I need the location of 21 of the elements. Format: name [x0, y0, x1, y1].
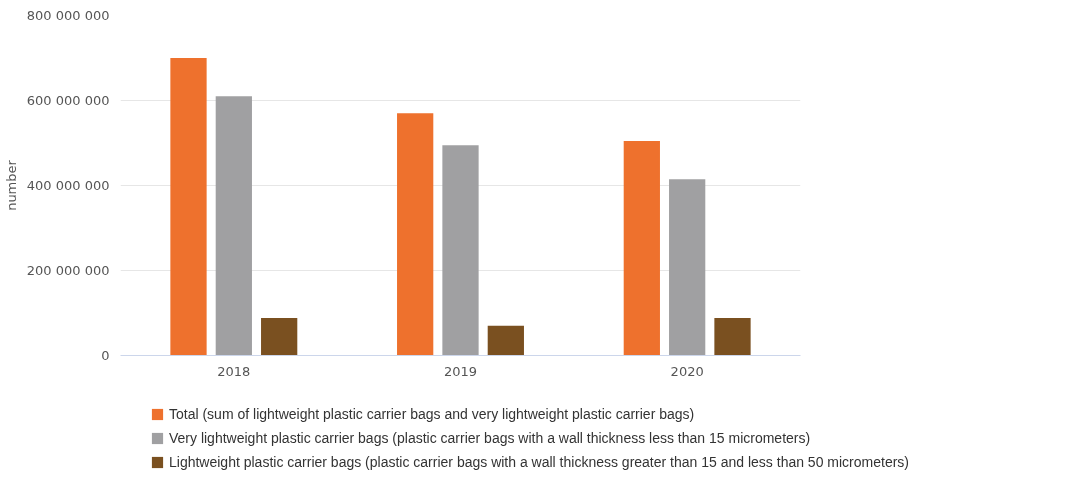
- bar: [623, 140, 660, 356]
- legend-label: Total (sum of lightweight plastic carrier bags and very lightweight plastic carrier bags): [169, 406, 695, 422]
- legend-label: Lightweight plastic carrier bags (plastic carrier bags with a wall thickness greater than 15 and less than 50 micrometers): [169, 454, 910, 470]
- bar: [261, 318, 298, 356]
- bar: [487, 325, 524, 356]
- y-tick-label: 0: [101, 348, 110, 363]
- y-tick-label: 600 000 000: [26, 93, 110, 108]
- x-tick-label: 2020: [670, 363, 704, 379]
- bar: [669, 179, 706, 356]
- legend-label: Very lightweight plastic carrier bags (plastic carrier bags with a wall thickness less than 15 micrometers): [169, 430, 811, 446]
- y-tick-label: 200 000 000: [26, 263, 110, 278]
- x-tick-label: 2018: [217, 363, 251, 379]
- x-tick-label: 2019: [443, 363, 478, 379]
- bar: [215, 96, 252, 356]
- y-tick-label: 400 000 000: [26, 178, 110, 193]
- y-axis-title: number: [3, 159, 19, 211]
- bar: [442, 145, 479, 356]
- bar: [170, 58, 207, 356]
- y-tick-label: 800 000 000: [26, 8, 110, 23]
- bar: [714, 318, 751, 356]
- bar: [397, 113, 434, 356]
